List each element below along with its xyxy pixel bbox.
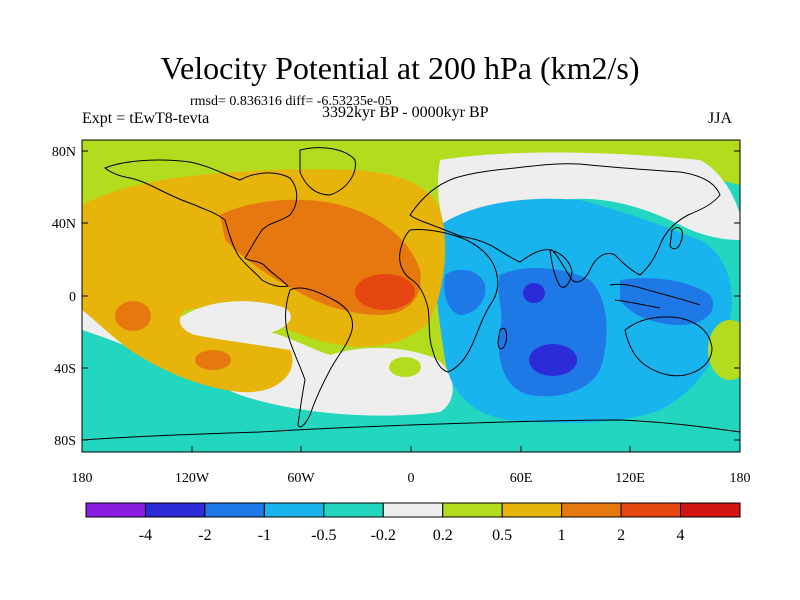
colorbar-label: 2 bbox=[617, 527, 625, 544]
rmsd-diff-stats: rmsd= 0.836316 diff= -6.53235e-05 bbox=[190, 94, 392, 109]
colorbar-label: 0.5 bbox=[492, 527, 512, 544]
coast-south-america bbox=[285, 287, 354, 428]
colorbar-label: -0.2 bbox=[371, 527, 396, 544]
field-max-atlantic bbox=[355, 274, 415, 310]
season-label: JJA bbox=[708, 110, 733, 127]
colorbar-swatch bbox=[204, 502, 265, 518]
x-tick-label-120E: 120E bbox=[615, 471, 645, 486]
coast-japan bbox=[669, 227, 683, 250]
y-tick-marks bbox=[82, 150, 740, 441]
colorbar-label: -4 bbox=[139, 527, 152, 544]
field-region-blue-africa bbox=[444, 269, 486, 315]
colorbar-swatch bbox=[442, 502, 503, 518]
field-min-indian-south bbox=[529, 344, 577, 376]
figure-title: Velocity Potential at 200 hPa (km2/s) bbox=[160, 50, 640, 86]
coast-australia bbox=[624, 316, 713, 377]
period-label: 3392kyr BP - 0000kyr BP bbox=[322, 104, 489, 121]
field-min-indian-north bbox=[523, 283, 545, 303]
colorbar-label: 1 bbox=[558, 527, 566, 544]
coast-africa bbox=[399, 229, 499, 373]
x-tick-label-0: 0 bbox=[408, 471, 415, 486]
colorbar-swatch bbox=[561, 502, 622, 518]
coast-north-america bbox=[104, 159, 298, 288]
y-tick-label-80S: 80S bbox=[54, 434, 76, 449]
field-region-blue-indian bbox=[498, 268, 607, 397]
coast-antarctica bbox=[82, 419, 740, 441]
colorbar-swatch bbox=[680, 502, 741, 518]
colorbar-label: -0.5 bbox=[311, 527, 336, 544]
colorbar: -4 -2 -1 -0.5 -0.2 0.2 0.5 1 2 4 bbox=[85, 502, 741, 544]
y-tick-label-40S: 40S bbox=[54, 362, 76, 377]
x-tick-label-120W: 120W bbox=[175, 471, 210, 486]
colorbar-swatch bbox=[620, 502, 682, 518]
field-region-blue-westpac bbox=[620, 278, 714, 325]
y-tick-label-40N: 40N bbox=[52, 217, 76, 232]
x-tick-label-60E: 60E bbox=[510, 471, 533, 486]
colorbar-swatch bbox=[382, 502, 444, 518]
y-tick-label-80N: 80N bbox=[52, 145, 76, 160]
colorbar-swatch bbox=[144, 502, 206, 518]
coast-madagascar bbox=[497, 327, 508, 350]
coast-indonesia bbox=[609, 283, 701, 309]
x-tick-label-180-east: 180 bbox=[730, 471, 751, 486]
velocity-potential-field bbox=[82, 140, 740, 452]
x-tick-marks bbox=[81, 446, 741, 452]
coast-greenland bbox=[299, 147, 356, 196]
colorbar-label: 4 bbox=[677, 527, 685, 544]
field-region-white-inner bbox=[180, 301, 291, 337]
coast-europe-asia bbox=[409, 163, 721, 283]
colorbar-swatch bbox=[263, 502, 325, 518]
field-patch-lime-eastpac bbox=[708, 320, 740, 380]
experiment-label: Expt = tEwT8-tevta bbox=[82, 110, 210, 127]
field-blob-pacific-1 bbox=[115, 301, 151, 331]
colorbar-label: -2 bbox=[198, 527, 211, 544]
field-region-white-east bbox=[438, 152, 740, 245]
colorbar-label: -1 bbox=[258, 527, 271, 544]
coast-india bbox=[549, 249, 573, 288]
colorbar-label: 0.2 bbox=[433, 527, 453, 544]
field-blob-pacific-2 bbox=[195, 350, 231, 370]
field-patch-lime-southatlantic bbox=[389, 357, 421, 377]
coastlines bbox=[82, 147, 740, 441]
colorbar-swatch bbox=[85, 502, 146, 518]
x-tick-label-60W: 60W bbox=[287, 471, 315, 486]
x-tick-label-180-west: 180 bbox=[72, 471, 93, 486]
colorbar-swatch bbox=[323, 502, 384, 518]
colorbar-swatch bbox=[501, 502, 563, 518]
y-tick-label-0: 0 bbox=[69, 290, 76, 305]
